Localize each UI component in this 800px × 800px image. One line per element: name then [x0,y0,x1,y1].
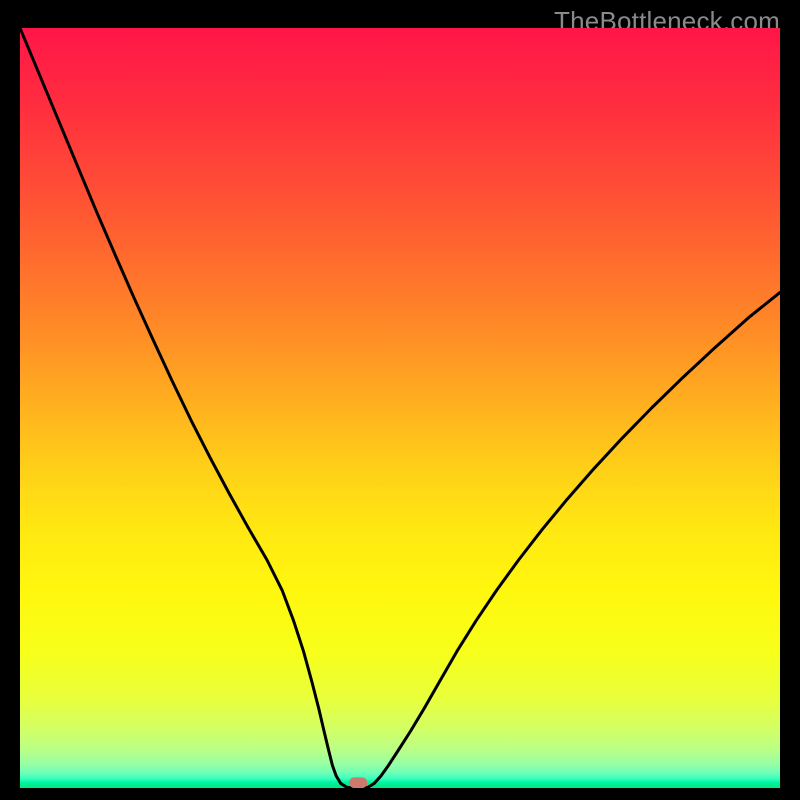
optimal-point-marker [349,777,367,788]
bottleneck-chart [20,28,780,788]
chart-background [20,28,780,788]
chart-svg [20,28,780,788]
